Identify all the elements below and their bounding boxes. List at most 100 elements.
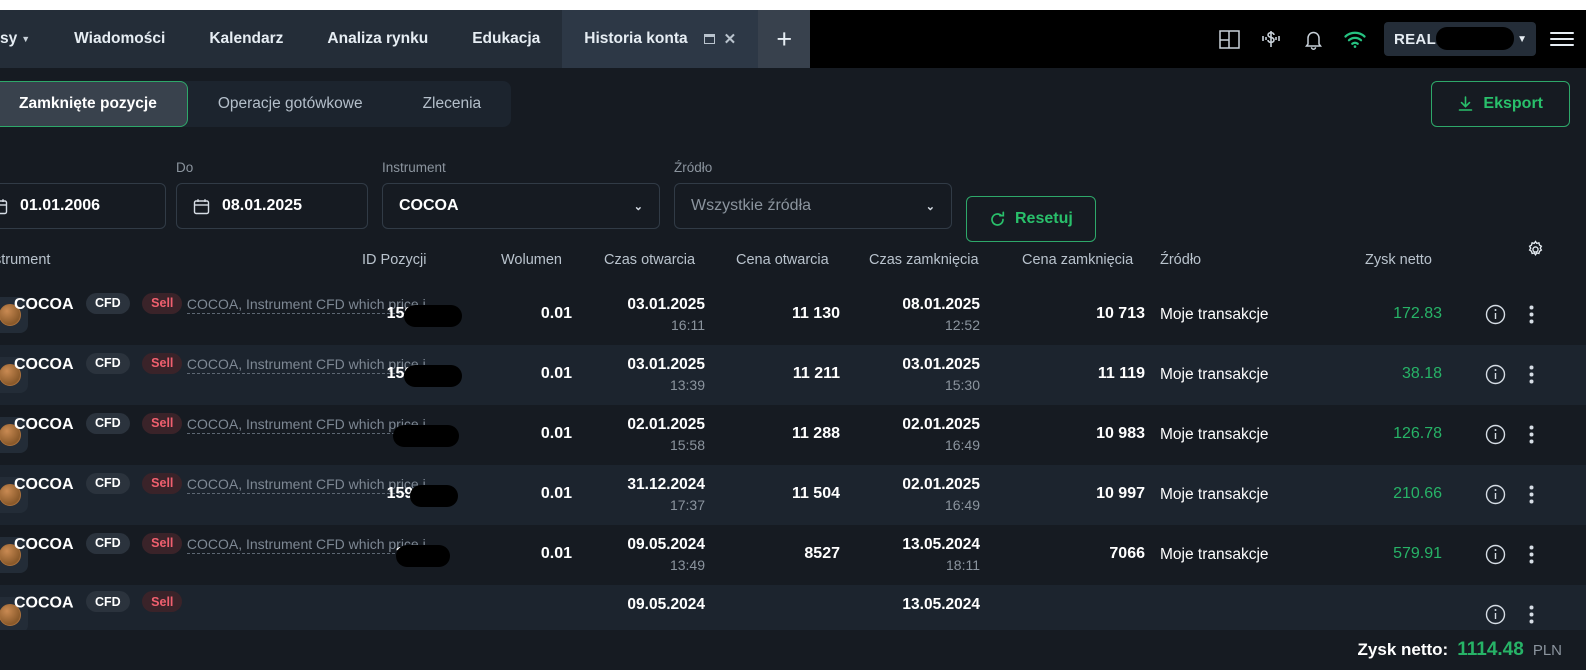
- info-icon: [1485, 424, 1506, 445]
- col-id-pozycji[interactable]: ID Pozycji: [362, 252, 427, 268]
- close-time: 18:11: [946, 557, 980, 573]
- tab-zamkniete-pozycje[interactable]: Zamknięte pozycje: [0, 81, 188, 127]
- source-select[interactable]: Wszystkie źródła ⌄: [674, 183, 952, 229]
- table-row[interactable]: COCOA CFD Sell 09.05.2024 13.05.2024: [0, 585, 1586, 630]
- col-czas-zamkniecia[interactable]: Czas zamknięcia: [869, 252, 979, 268]
- col-cena-zamkniecia[interactable]: Cena zamknięcia: [1022, 252, 1134, 268]
- instrument-select[interactable]: COCOA ⌄: [382, 183, 660, 229]
- instrument-icon: [0, 597, 28, 630]
- source-placeholder: Wszystkie źródła: [691, 197, 812, 214]
- row-info-button[interactable]: [1485, 604, 1506, 630]
- row-info-button[interactable]: [1485, 544, 1506, 570]
- table-row[interactable]: COCOA CFD Sell COCOA, Instrument CFD whi…: [0, 285, 1586, 345]
- source-value: Moje transakcje: [1160, 546, 1269, 563]
- instrument-description[interactable]: COCOA, Instrument CFD which price i…: [186, 416, 440, 434]
- account-selector[interactable]: REAL ▼: [1384, 22, 1536, 56]
- row-menu-button[interactable]: [1529, 364, 1534, 390]
- instrument-description[interactable]: COCOA, Instrument CFD which price i…: [186, 536, 440, 554]
- table-row[interactable]: COCOA CFD Sell COCOA, Instrument CFD whi…: [0, 525, 1586, 585]
- volume: 0.01: [540, 305, 572, 322]
- tab-label: Edukacja: [472, 30, 541, 47]
- tab-label: Analiza rynku: [327, 30, 429, 47]
- table-row[interactable]: COCOA CFD Sell COCOA, Instrument CFD whi…: [0, 345, 1586, 405]
- wifi-icon[interactable]: [1334, 10, 1376, 68]
- close-icon[interactable]: ✕: [723, 30, 737, 48]
- open-time-cell: 09.05.2024 13:49: [585, 536, 705, 573]
- col-wolumen[interactable]: Wolumen: [501, 252, 562, 268]
- export-button[interactable]: Eksport: [1431, 81, 1570, 127]
- row-info-button[interactable]: [1485, 304, 1506, 330]
- net-profit: 210.66: [1393, 485, 1442, 502]
- tab-wiadomosci[interactable]: Wiadomości: [52, 10, 188, 68]
- column-settings-button[interactable]: [1526, 240, 1545, 263]
- row-info-button[interactable]: [1485, 424, 1506, 450]
- tab-edukacja[interactable]: Edukacja: [450, 10, 563, 68]
- col-instrument[interactable]: strument: [0, 252, 51, 268]
- table-header: strument ID Pozycji Wolumen Czas otwarci…: [0, 240, 1586, 278]
- volume: 0.01: [540, 545, 572, 562]
- chevron-down-icon: ▼: [1517, 33, 1527, 45]
- row-menu-button[interactable]: [1529, 304, 1534, 330]
- col-zrodlo[interactable]: Źródło: [1160, 252, 1202, 268]
- tab-operacje-gotowkowe[interactable]: Operacje gotówkowe: [217, 95, 363, 112]
- row-menu-button[interactable]: [1529, 424, 1534, 450]
- date-to-input[interactable]: 08.01.2025: [176, 183, 368, 229]
- table-row[interactable]: COCOA CFD Sell COCOA, Instrument CFD whi…: [0, 465, 1586, 525]
- dollar-icon[interactable]: [1250, 10, 1292, 68]
- close-price: 11 119: [1097, 365, 1145, 382]
- info-icon: [1485, 364, 1506, 385]
- restore-window-icon[interactable]: [703, 34, 715, 44]
- type-badge: CFD: [86, 472, 130, 494]
- close-price: 10 983: [1096, 425, 1145, 442]
- instrument-description[interactable]: COCOA, Instrument CFD which price i…: [186, 476, 440, 494]
- download-icon: [1459, 96, 1473, 111]
- volume: 0.01: [540, 365, 572, 382]
- open-time: 16:11: [671, 317, 705, 333]
- add-tab-button[interactable]: +: [758, 10, 811, 68]
- tab-bar-right-controls: REAL ▼: [1208, 10, 1586, 68]
- instrument-description[interactable]: COCOA, Instrument CFD which price i…: [186, 356, 440, 374]
- info-icon: [1485, 304, 1506, 325]
- open-price: 11 504: [791, 485, 840, 502]
- close-price: 10 997: [1096, 485, 1145, 502]
- redacted-position-id: [396, 545, 450, 567]
- row-menu-button[interactable]: [1529, 604, 1534, 630]
- bell-icon[interactable]: [1292, 10, 1334, 68]
- open-date: 03.01.2025: [627, 296, 705, 313]
- tab-kalendarz[interactable]: Kalendarz: [187, 10, 306, 68]
- tab-historia-konta[interactable]: Historia konta ✕: [562, 10, 759, 68]
- row-info-button[interactable]: [1485, 364, 1506, 390]
- top-white-strip: [0, 0, 1586, 10]
- col-zysk-netto[interactable]: Zysk netto: [1365, 252, 1432, 268]
- row-info-button[interactable]: [1485, 484, 1506, 510]
- tab-controls: ✕: [703, 30, 737, 48]
- row-menu-button[interactable]: [1529, 544, 1534, 570]
- tab-rynki[interactable]: sy ▼: [0, 10, 53, 68]
- open-time: 15:58: [669, 437, 705, 453]
- tab-zlecenia[interactable]: Zlecenia: [422, 95, 482, 112]
- side-badge: Sell: [142, 472, 183, 494]
- open-time: 17:37: [669, 497, 705, 513]
- layout-panel-icon[interactable]: [1208, 10, 1250, 68]
- close-time: 12:52: [944, 317, 980, 333]
- row-menu-button[interactable]: [1529, 484, 1534, 510]
- calendar-icon: [193, 198, 210, 214]
- closed-positions-table[interactable]: COCOA CFD Sell COCOA, Instrument CFD whi…: [0, 285, 1586, 630]
- side-badge: Sell: [142, 352, 183, 374]
- close-date: 13.05.2024: [902, 596, 980, 613]
- redacted-account-id: [1436, 27, 1514, 50]
- col-cena-otwarcia[interactable]: Cena otwarcia: [736, 252, 829, 268]
- source-value: Moje transakcje: [1160, 486, 1269, 503]
- col-czas-otwarcia[interactable]: Czas otwarcia: [604, 252, 696, 268]
- reset-button[interactable]: Resetuj: [966, 196, 1096, 242]
- section-tabs: Zamknięte pozycje Operacje gotówkowe Zle…: [0, 81, 512, 127]
- instrument-label: Instrument: [382, 160, 446, 175]
- instrument-description[interactable]: COCOA, Instrument CFD which price i…: [186, 296, 440, 314]
- table-row[interactable]: COCOA CFD Sell COCOA, Instrument CFD whi…: [0, 405, 1586, 465]
- cocoa-coin-icon: [0, 484, 21, 506]
- main-menu-button[interactable]: [1550, 32, 1574, 46]
- tab-analiza-rynku[interactable]: Analiza rynku: [305, 10, 451, 68]
- date-from-input[interactable]: 01.01.2006: [0, 183, 166, 229]
- filters-bar: 01.01.2006 Do 08.01.2025 Instrument COCO…: [0, 140, 1586, 242]
